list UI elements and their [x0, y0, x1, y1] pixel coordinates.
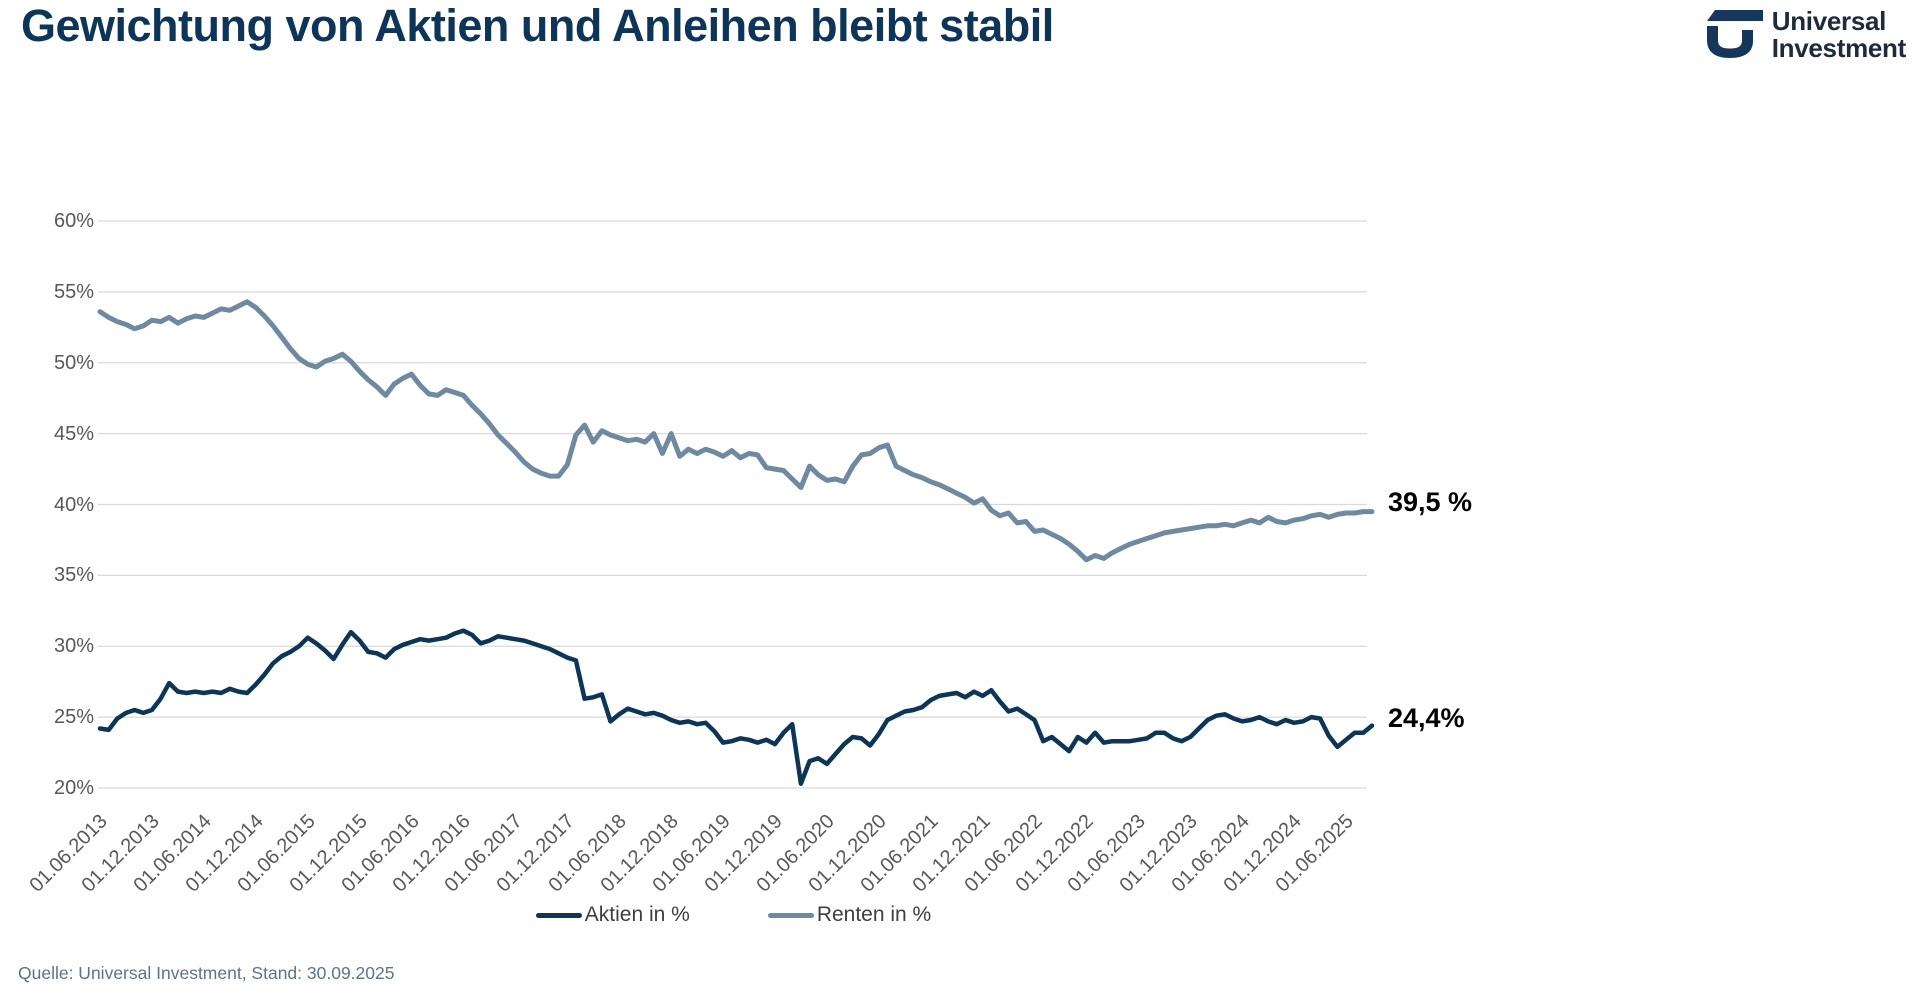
renten-end-value-label: 39,5 %	[1388, 486, 1473, 517]
y-axis-label: 20%	[53, 777, 94, 799]
y-axis-label: 25%	[53, 706, 94, 729]
y-axis-label: 30%	[53, 635, 94, 658]
logo-line-1: Universal	[1771, 6, 1887, 36]
aktien-line-swatch	[535, 912, 582, 918]
renten-line	[97, 299, 1375, 563]
y-axis-label: 50%	[53, 351, 94, 374]
legend-item-renten: Renten in %	[767, 903, 932, 927]
y-axis-label: 35%	[53, 564, 94, 587]
legend: Aktien in % Renten in %	[100, 903, 1367, 927]
aktien-end-value-label: 24,4%	[1388, 702, 1465, 733]
aktien-line	[97, 628, 1375, 786]
y-axis-label: 55%	[53, 280, 94, 303]
logo-line-2: Investment	[1771, 32, 1907, 63]
y-axis-label: 40%	[53, 493, 94, 516]
legend-item-aktien: Aktien in %	[535, 903, 690, 927]
y-axis-label: 60%	[53, 210, 94, 232]
renten-line-swatch	[767, 912, 814, 918]
legend-label-renten: Renten in %	[816, 903, 932, 926]
y-axis-label: 45%	[53, 422, 94, 445]
universal-investment-logo-text: Universal Investment	[1771, 6, 1907, 63]
legend-label-aktien: Aktien in %	[584, 903, 690, 926]
universal-investment-logo-icon	[1706, 9, 1763, 58]
source-note: Quelle: Universal Investment, Stand: 30.…	[18, 963, 395, 983]
page-title: Gewichtung von Aktien und Anleihen bleib…	[21, 0, 1054, 51]
universal-investment-logo: Universal Investment	[1703, 8, 1906, 61]
